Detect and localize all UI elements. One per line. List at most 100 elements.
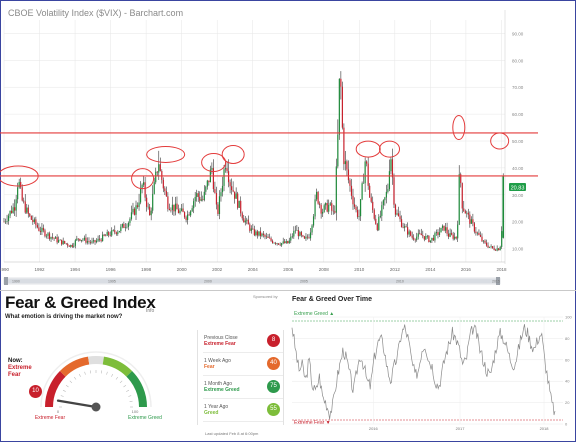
vix-candle-body [165, 191, 167, 197]
vix-candle-body [271, 240, 274, 244]
vix-candle-body [461, 183, 463, 209]
vix-candle-body [270, 238, 272, 241]
vix-candle-body [417, 233, 419, 237]
fear-greed-info-link[interactable]: Info [146, 308, 155, 314]
vix-candle-body [183, 212, 186, 218]
vix-candle-body [256, 231, 259, 236]
vix-candle-body [26, 207, 28, 213]
peak-annotation-oval [131, 168, 155, 190]
vix-candle-body [61, 239, 63, 245]
vix-candle-body [434, 233, 436, 241]
vix-candle-body [191, 208, 193, 212]
vix-candle-body [190, 211, 192, 216]
vix-candle-body [44, 230, 46, 237]
vix-candle-body [53, 237, 55, 239]
vix-candle-body [98, 238, 101, 240]
history-row-text: 1 Month Ago Extreme Greed [204, 381, 240, 393]
vix-x-tick: 2002 [212, 267, 223, 272]
vix-x-axis: 1990 1992 1994 1996 1998 2000 2002 2004 2006 2008… [0, 267, 507, 272]
last-value-label: 20.83 [511, 185, 525, 191]
vix-candle-body [136, 205, 139, 207]
vix-candle-body [71, 244, 73, 247]
vix-candle-body [21, 187, 23, 201]
vix-candle-body [473, 223, 475, 232]
peak-annotation-oval [201, 153, 227, 173]
over-time-extreme-fear-label: Extreme Fear ▼ [294, 420, 331, 426]
vix-candle-body [82, 239, 84, 241]
vix-candle-body [235, 193, 237, 199]
vix-candle-body [338, 78, 340, 135]
vix-candle-body [356, 210, 359, 217]
vix-y-tick: 80.00 [512, 58, 524, 63]
time-scrollbar[interactable]: 1990 1995 2000 2005 2010 2015 [3, 277, 501, 285]
vix-candle-body [359, 199, 362, 217]
vix-candle-body [472, 219, 474, 224]
now-number-badge: 10 [29, 385, 42, 398]
vix-candle-body [220, 192, 222, 197]
vix-candle-body [100, 239, 102, 242]
vix-x-tick: 1996 [106, 267, 117, 272]
scroll-right-handle[interactable] [496, 277, 500, 285]
vix-candle-body [30, 216, 32, 220]
vix-candle-body [153, 182, 155, 194]
vix-candle-body [231, 186, 233, 191]
vix-candle-body [121, 224, 123, 227]
history-row-text: 1 Week Ago Fear [204, 358, 231, 370]
vix-candle-body [319, 203, 321, 205]
vix-candle-body [120, 226, 122, 232]
vix-candle-body [117, 232, 119, 235]
vix-candle-body [285, 241, 287, 244]
vix-candle-body [54, 237, 57, 239]
vix-candle-body [416, 236, 418, 240]
history-number-badge: 75 [267, 380, 280, 393]
vix-x-tick: 2006 [283, 267, 294, 272]
now-value: Extreme Fear [8, 365, 32, 378]
vix-candle-body [208, 180, 210, 183]
vix-candle-body [481, 236, 483, 242]
vix-candle-body [309, 232, 312, 239]
vix-candle-body [23, 200, 25, 202]
vix-candle-body [146, 197, 148, 207]
now-label: Now: [8, 358, 23, 364]
vix-y-tick: 10.00 [512, 247, 524, 252]
vix-candle-body [419, 233, 421, 234]
vix-candle-body [45, 235, 48, 237]
vix-candle-body [141, 184, 143, 189]
vix-candle-body [278, 243, 280, 245]
scrollbar-year-label: 2005 [300, 280, 308, 284]
vix-candle-body [334, 211, 336, 213]
vix-candle-body [469, 214, 471, 224]
scroll-left-handle[interactable] [4, 277, 8, 285]
vix-candle-body [282, 241, 284, 244]
vix-candle-body [364, 161, 366, 184]
vix-candle-body [267, 236, 269, 238]
vix-candle-body [454, 236, 456, 239]
vix-candle-body [205, 186, 207, 192]
vix-candle-body [3, 221, 5, 223]
vix-candle-body [455, 236, 457, 239]
vix-candle-body [296, 230, 298, 231]
vix-candle-body [279, 244, 281, 246]
vix-candle-body [177, 209, 180, 214]
vix-candle-body [179, 210, 181, 214]
vix-candle-body [147, 206, 149, 208]
vix-candle-body [299, 232, 301, 237]
vix-candle-body [126, 226, 128, 228]
vix-candle-body [65, 243, 67, 244]
vix-candle-body [112, 230, 114, 231]
vix-candle-body [241, 213, 243, 219]
vix-candle-body [493, 248, 495, 250]
vix-candle-body [108, 232, 110, 236]
vix-candle-body [262, 233, 265, 235]
history-row-text: 1 Year Ago Greed [204, 404, 228, 416]
vix-candle-body [306, 236, 309, 238]
vix-candle-body [343, 127, 345, 165]
vix-y-tick: 20.00 [512, 220, 524, 225]
vix-candle-body [214, 189, 216, 194]
vix-candle-body [261, 233, 263, 236]
vix-candle-body [420, 233, 422, 236]
vix-candle-body [478, 232, 480, 235]
last-updated: Last updated Feb 8 at 6:00pm [205, 431, 259, 436]
history-number-badge: 40 [267, 357, 280, 370]
vix-y-tick: 40.00 [512, 166, 524, 171]
